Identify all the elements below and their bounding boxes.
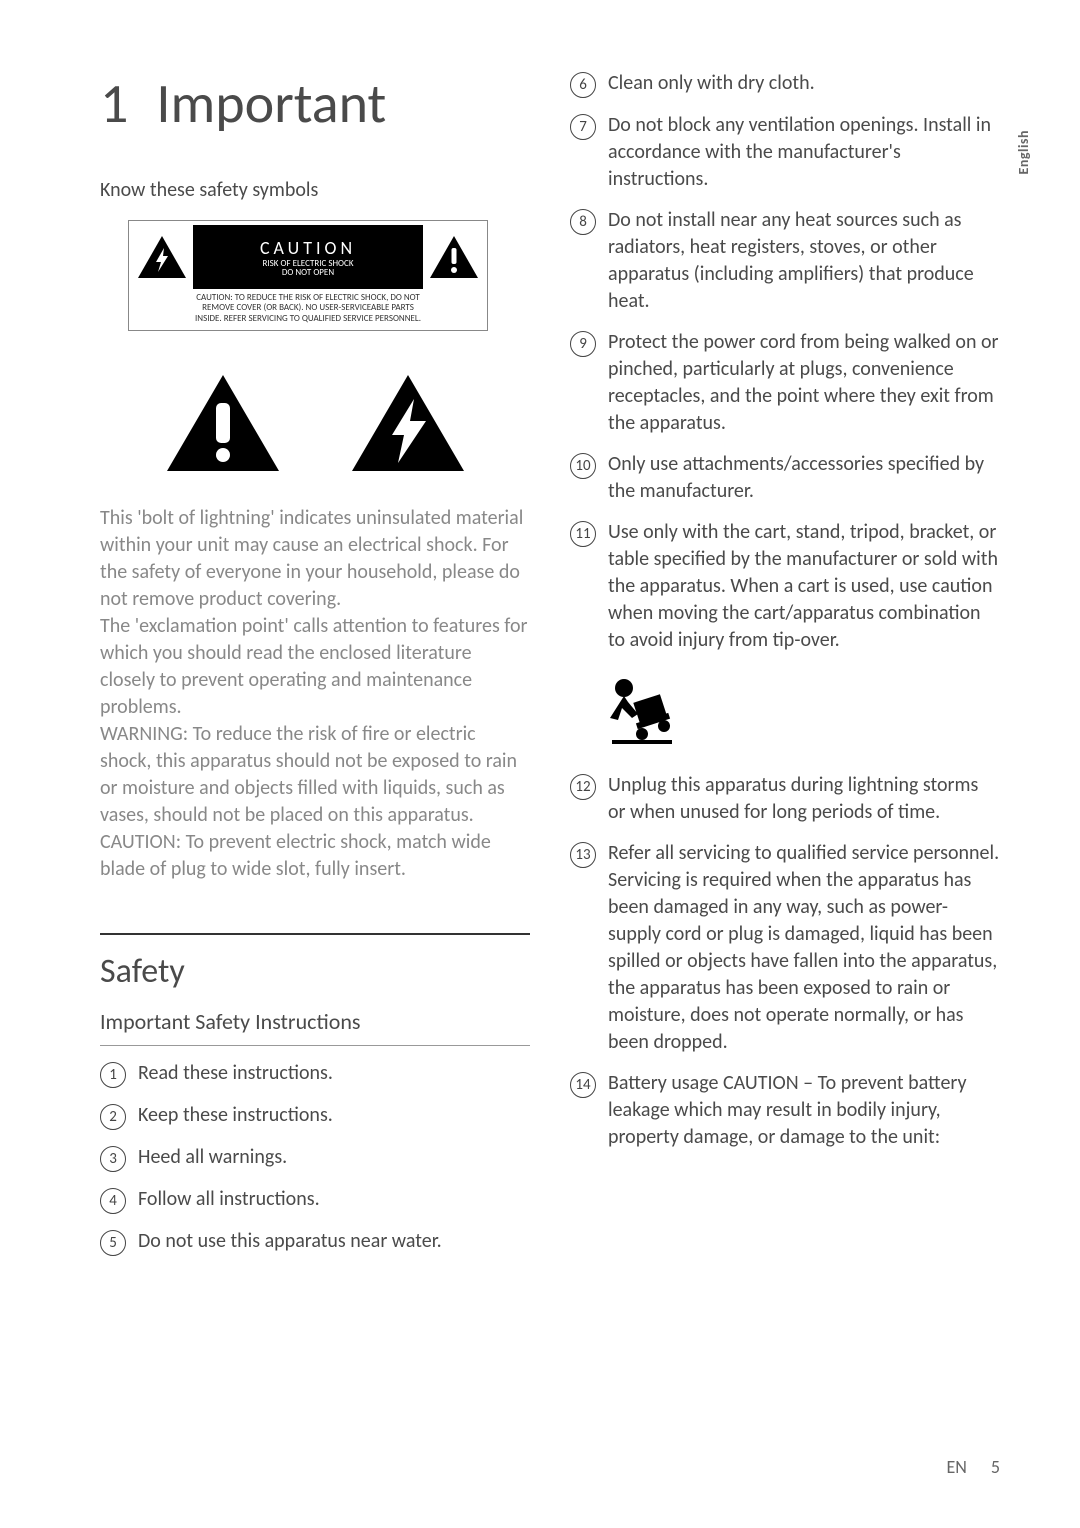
isi-heading: Important Safety Instructions	[100, 1008, 530, 1046]
exclaim-large-icon	[163, 371, 283, 475]
footer-lang: EN	[946, 1456, 966, 1478]
safety-heading: Safety	[100, 933, 530, 992]
item-text: Do not block any ventilation openings. I…	[608, 112, 1000, 193]
list-item: 1 Read these instructions.	[100, 1060, 530, 1088]
list-item: 4 Follow all instructions.	[100, 1186, 530, 1214]
caution-sub2: DO NOT OPEN	[282, 268, 334, 277]
item-number: 14	[570, 1072, 596, 1098]
item-text: Keep these instructions.	[138, 1102, 530, 1129]
left-column: 1 Important Know these safety symbols CA…	[100, 70, 530, 1270]
right-column: 6 Clean only with dry cloth. 7 Do not block…	[570, 70, 1000, 1270]
caution-line3: INSIDE. REFER SERVICING TO QUALIFIED SER…	[137, 314, 479, 324]
list-item: 5 Do not use this apparatus near water.	[100, 1228, 530, 1256]
list-item: 11 Use only with the cart, stand, tripod,…	[570, 519, 1000, 654]
list-item: 14 Battery usage CAUTION – To prevent bat…	[570, 1070, 1000, 1151]
exclaim-triangle-icon	[425, 225, 483, 289]
item-text: Only use attachments/accessories specifi…	[608, 451, 1000, 505]
item-number: 10	[570, 453, 596, 479]
item-number: 7	[570, 114, 596, 140]
list-item: 10 Only use attachments/accessories speci…	[570, 451, 1000, 505]
item-number: 3	[100, 1146, 126, 1172]
list-item: 12 Unplug this apparatus during lightning…	[570, 772, 1000, 826]
item-text: Use only with the cart, stand, tripod, b…	[608, 519, 1000, 654]
list-item: 9 Protect the power cord from being walke…	[570, 329, 1000, 437]
item-number: 5	[100, 1230, 126, 1256]
list-item: 2 Keep these instructions.	[100, 1102, 530, 1130]
list-item: 8 Do not install near any heat sources su…	[570, 207, 1000, 315]
bolt-triangle-icon	[133, 225, 191, 289]
chapter-text: Important	[156, 70, 386, 138]
item-number: 6	[570, 72, 596, 98]
item-text: Clean only with dry cloth.	[608, 70, 1000, 97]
item-text: Protect the power cord from being walked…	[608, 329, 1000, 437]
list-item: 7 Do not block any ventilation openings. …	[570, 112, 1000, 193]
instructions-list-right-a: 6 Clean only with dry cloth. 7 Do not block…	[570, 70, 1000, 654]
caution-label-box: CAUTION RISK OF ELECTRIC SHOCK DO NOT OP…	[128, 220, 488, 331]
item-number: 2	[100, 1104, 126, 1130]
item-number: 11	[570, 521, 596, 547]
item-text: Heed all warnings.	[138, 1144, 530, 1171]
item-text: Do not install near any heat sources suc…	[608, 207, 1000, 315]
item-text: Do not use this apparatus near water.	[138, 1228, 530, 1255]
language-tab: English	[1015, 130, 1032, 174]
item-number: 9	[570, 331, 596, 357]
item-text: Read these instructions.	[138, 1060, 530, 1087]
item-number: 13	[570, 842, 596, 868]
body-paragraph: This 'bolt of lightning' indicates unins…	[100, 505, 530, 883]
caution-word: CAUTION	[260, 237, 356, 259]
item-text: Refer all servicing to qualified service…	[608, 840, 1000, 1056]
bolt-large-icon	[348, 371, 468, 475]
item-number: 12	[570, 774, 596, 800]
list-item: 6 Clean only with dry cloth.	[570, 70, 1000, 98]
item-text: Follow all instructions.	[138, 1186, 530, 1213]
footer-page: 5	[991, 1456, 1000, 1478]
know-symbols-heading: Know these safety symbols	[100, 178, 530, 202]
list-item: 3 Heed all warnings.	[100, 1144, 530, 1172]
tipover-icon	[602, 668, 1000, 750]
item-text: Battery usage CAUTION – To prevent batte…	[608, 1070, 1000, 1151]
item-number: 8	[570, 209, 596, 235]
chapter-title: 1 Important	[100, 70, 530, 138]
item-text: Unplug this apparatus during lightning s…	[608, 772, 1000, 826]
list-item: 13 Refer all servicing to qualified servi…	[570, 840, 1000, 1056]
chapter-number: 1	[100, 70, 128, 138]
item-number: 4	[100, 1188, 126, 1214]
item-number: 1	[100, 1062, 126, 1088]
page-footer: EN 5	[946, 1456, 1000, 1478]
instructions-list-right-b: 12 Unplug this apparatus during lightning…	[570, 772, 1000, 1151]
instructions-list-left: 1 Read these instructions. 2 Keep these ins…	[100, 1060, 530, 1256]
